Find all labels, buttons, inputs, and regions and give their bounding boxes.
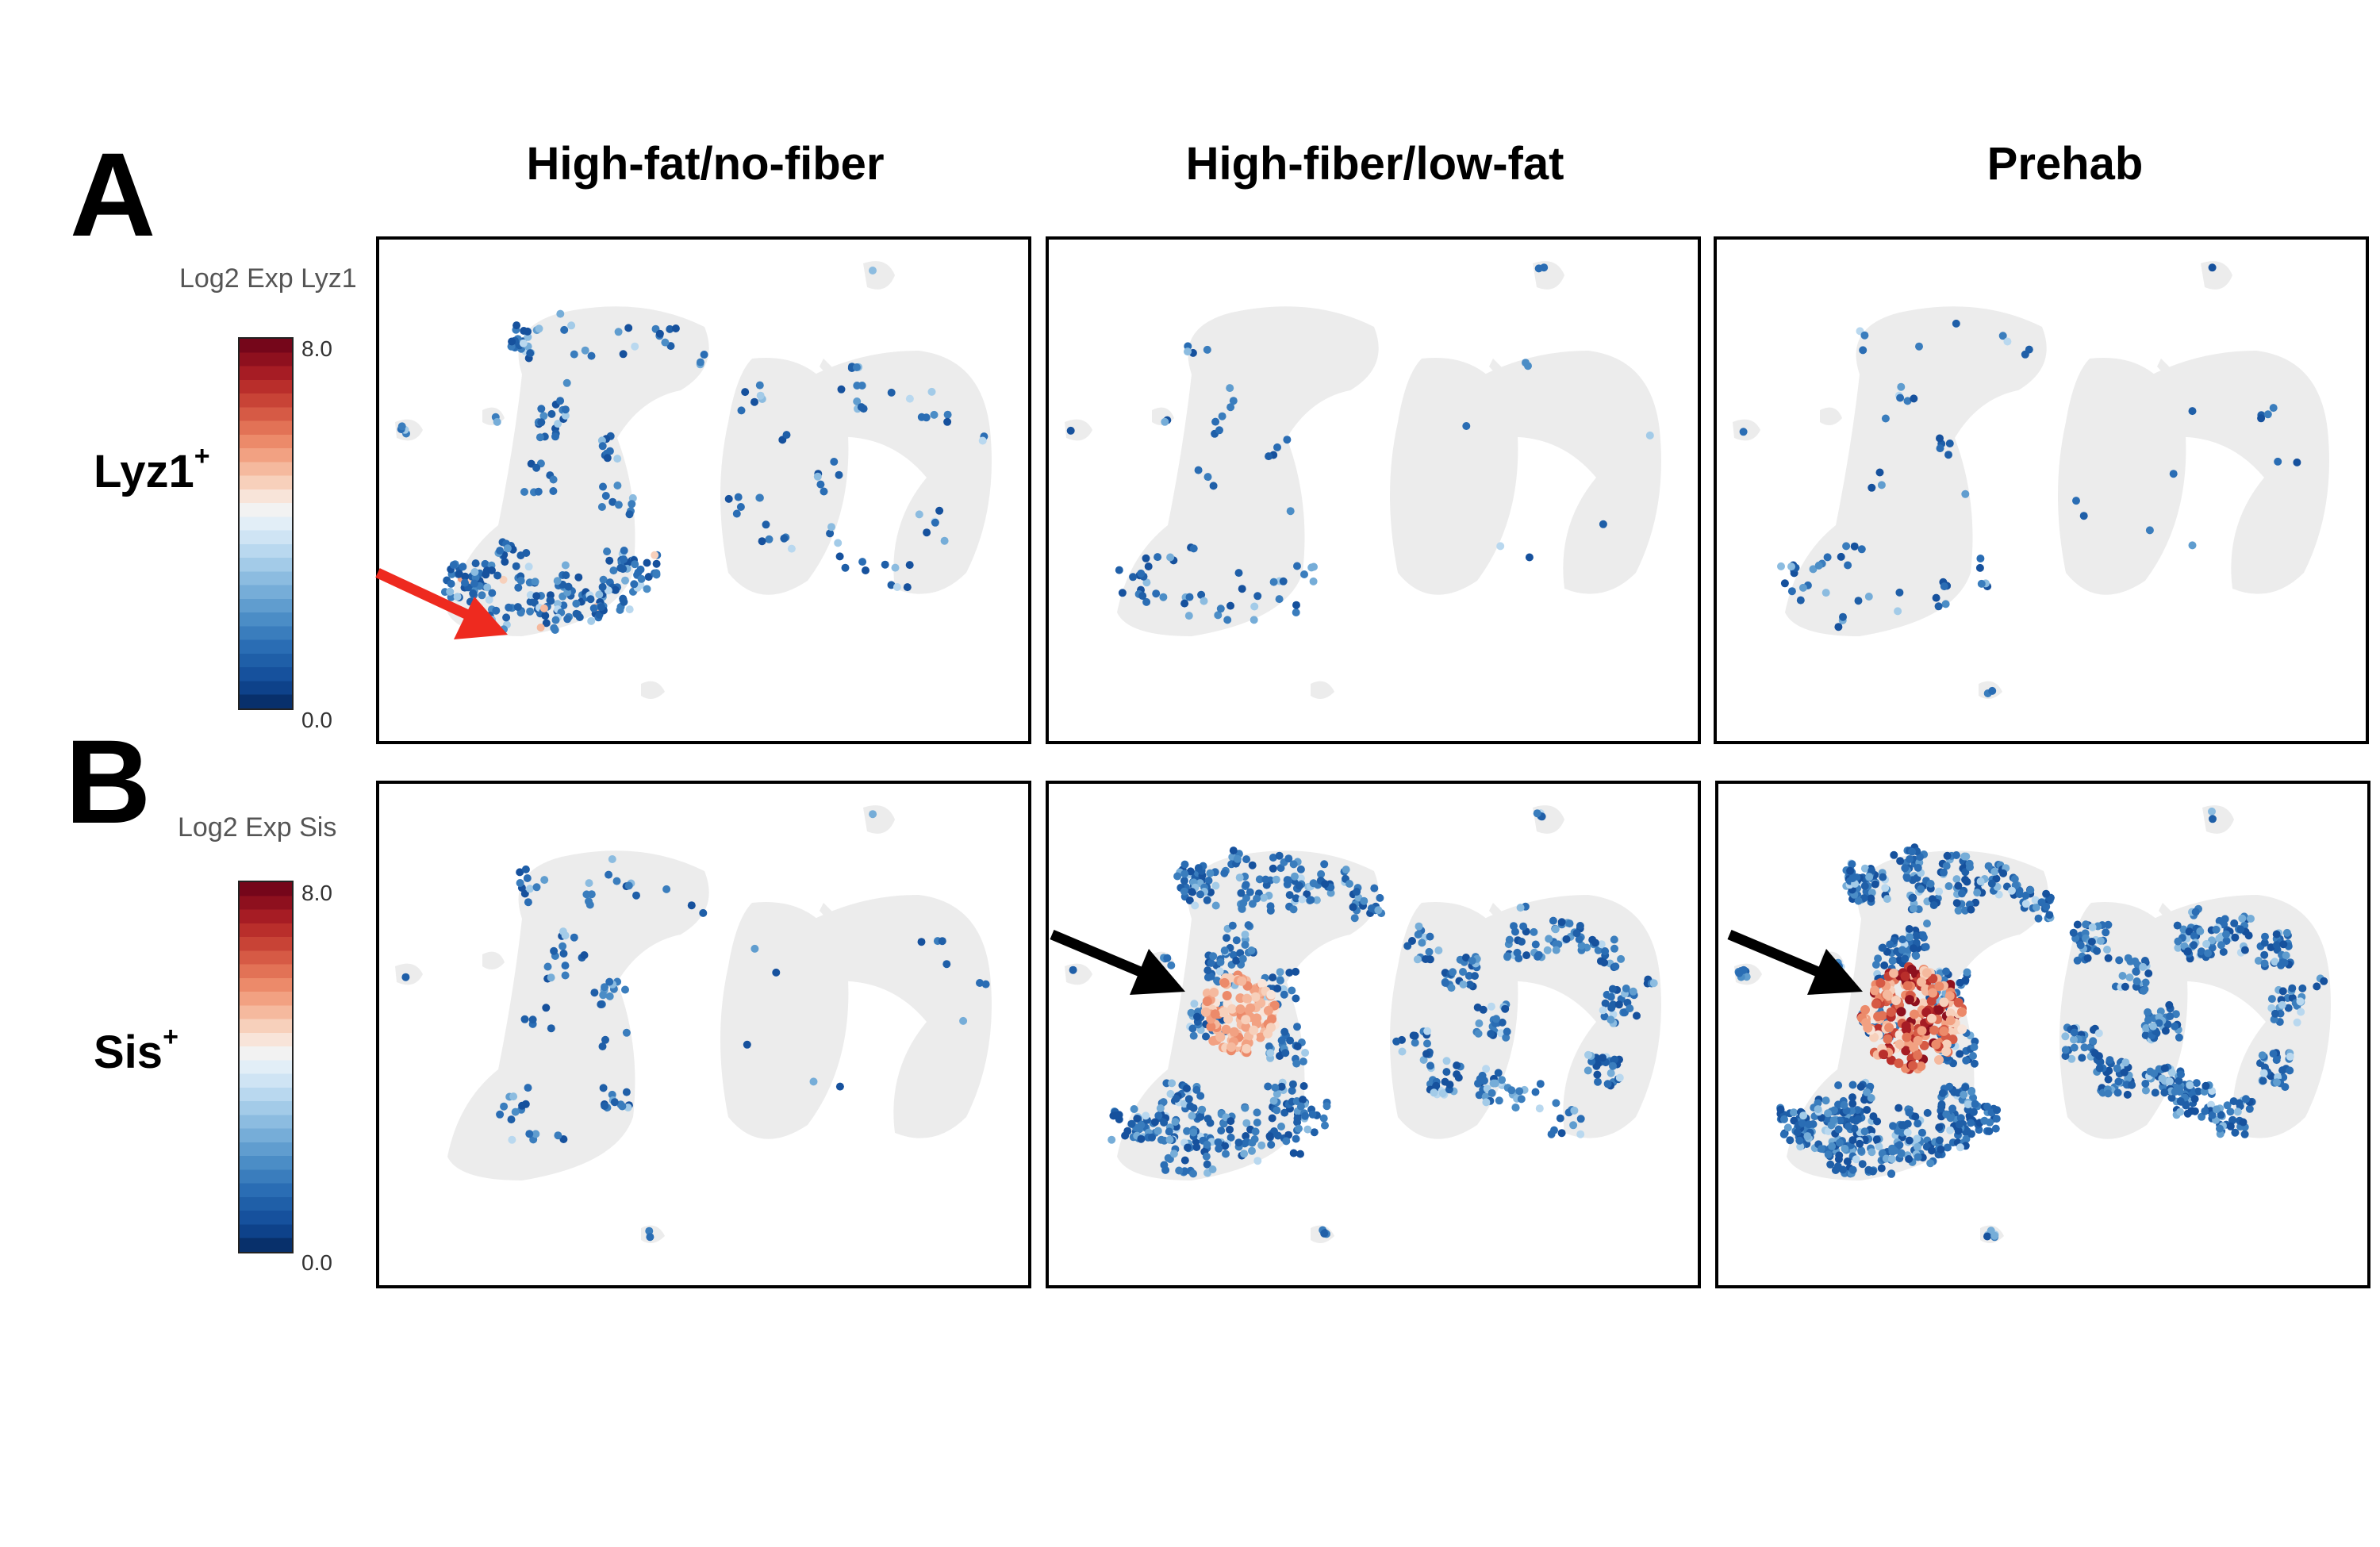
gene-sup-lyz1: + [194, 441, 210, 471]
column-title-prehab: Prehab [1987, 138, 2144, 190]
colorbar-sis-min: 0.0 [301, 1250, 332, 1275]
umap-lyz1-high-fiber [1046, 236, 1701, 744]
umap-sis-high-fiber [1046, 781, 1701, 1288]
gene-sup-sis: + [163, 1022, 178, 1052]
legend-title-sis: Log2 Exp Sis [178, 812, 337, 843]
cell-background [1065, 261, 1661, 699]
umap-lyz1-high-fiber-expressing-cells [1066, 263, 1654, 624]
gene-name-lyz1: Lyz1 [94, 446, 194, 497]
legend-title-lyz1: Log2 Exp Lyz1 [179, 263, 357, 294]
colorbar-sis-max: 8.0 [301, 881, 332, 905]
umap-lyz1-high-fat [376, 236, 1031, 744]
colorbar-lyz1-max: 8.0 [301, 336, 332, 361]
gene-name-sis: Sis [94, 1027, 163, 1078]
umap-sis-prehab [1715, 781, 2370, 1288]
gene-label-lyz1: Lyz1+ [94, 443, 210, 497]
colorbar-sis [238, 881, 294, 1253]
cell-background [395, 261, 992, 699]
red-arrow [375, 568, 508, 639]
umap-sis-high-fat [376, 781, 1031, 1288]
column-title-high-fiber: High-fiber/low-fat [1185, 138, 1564, 190]
black-arrow-high-fiber [1050, 930, 1185, 995]
sis-high-fiber-hotspot [1200, 970, 1280, 1058]
umap-lyz1-prehab [1714, 236, 2369, 744]
colorbar-lyz1 [238, 337, 294, 710]
gene-label-sis: Sis+ [94, 1023, 178, 1078]
umap-sis-high-fat-expressing-cells [401, 810, 990, 1242]
umap-lyz1-prehab-expressing-cells [1739, 263, 2301, 697]
colorbar-lyz1-min: 0.0 [301, 708, 332, 732]
panel-letter-b: B [65, 715, 152, 848]
umap-lyz1-high-fat-expressing-cells [397, 267, 988, 634]
black-arrow-prehab [1727, 930, 1863, 995]
column-title-high-fat: High-fat/no-fiber [526, 138, 885, 190]
panel-letter-a: A [70, 128, 156, 261]
sis-prehab-hotspot [1856, 962, 1967, 1074]
cell-background [1733, 261, 2329, 699]
